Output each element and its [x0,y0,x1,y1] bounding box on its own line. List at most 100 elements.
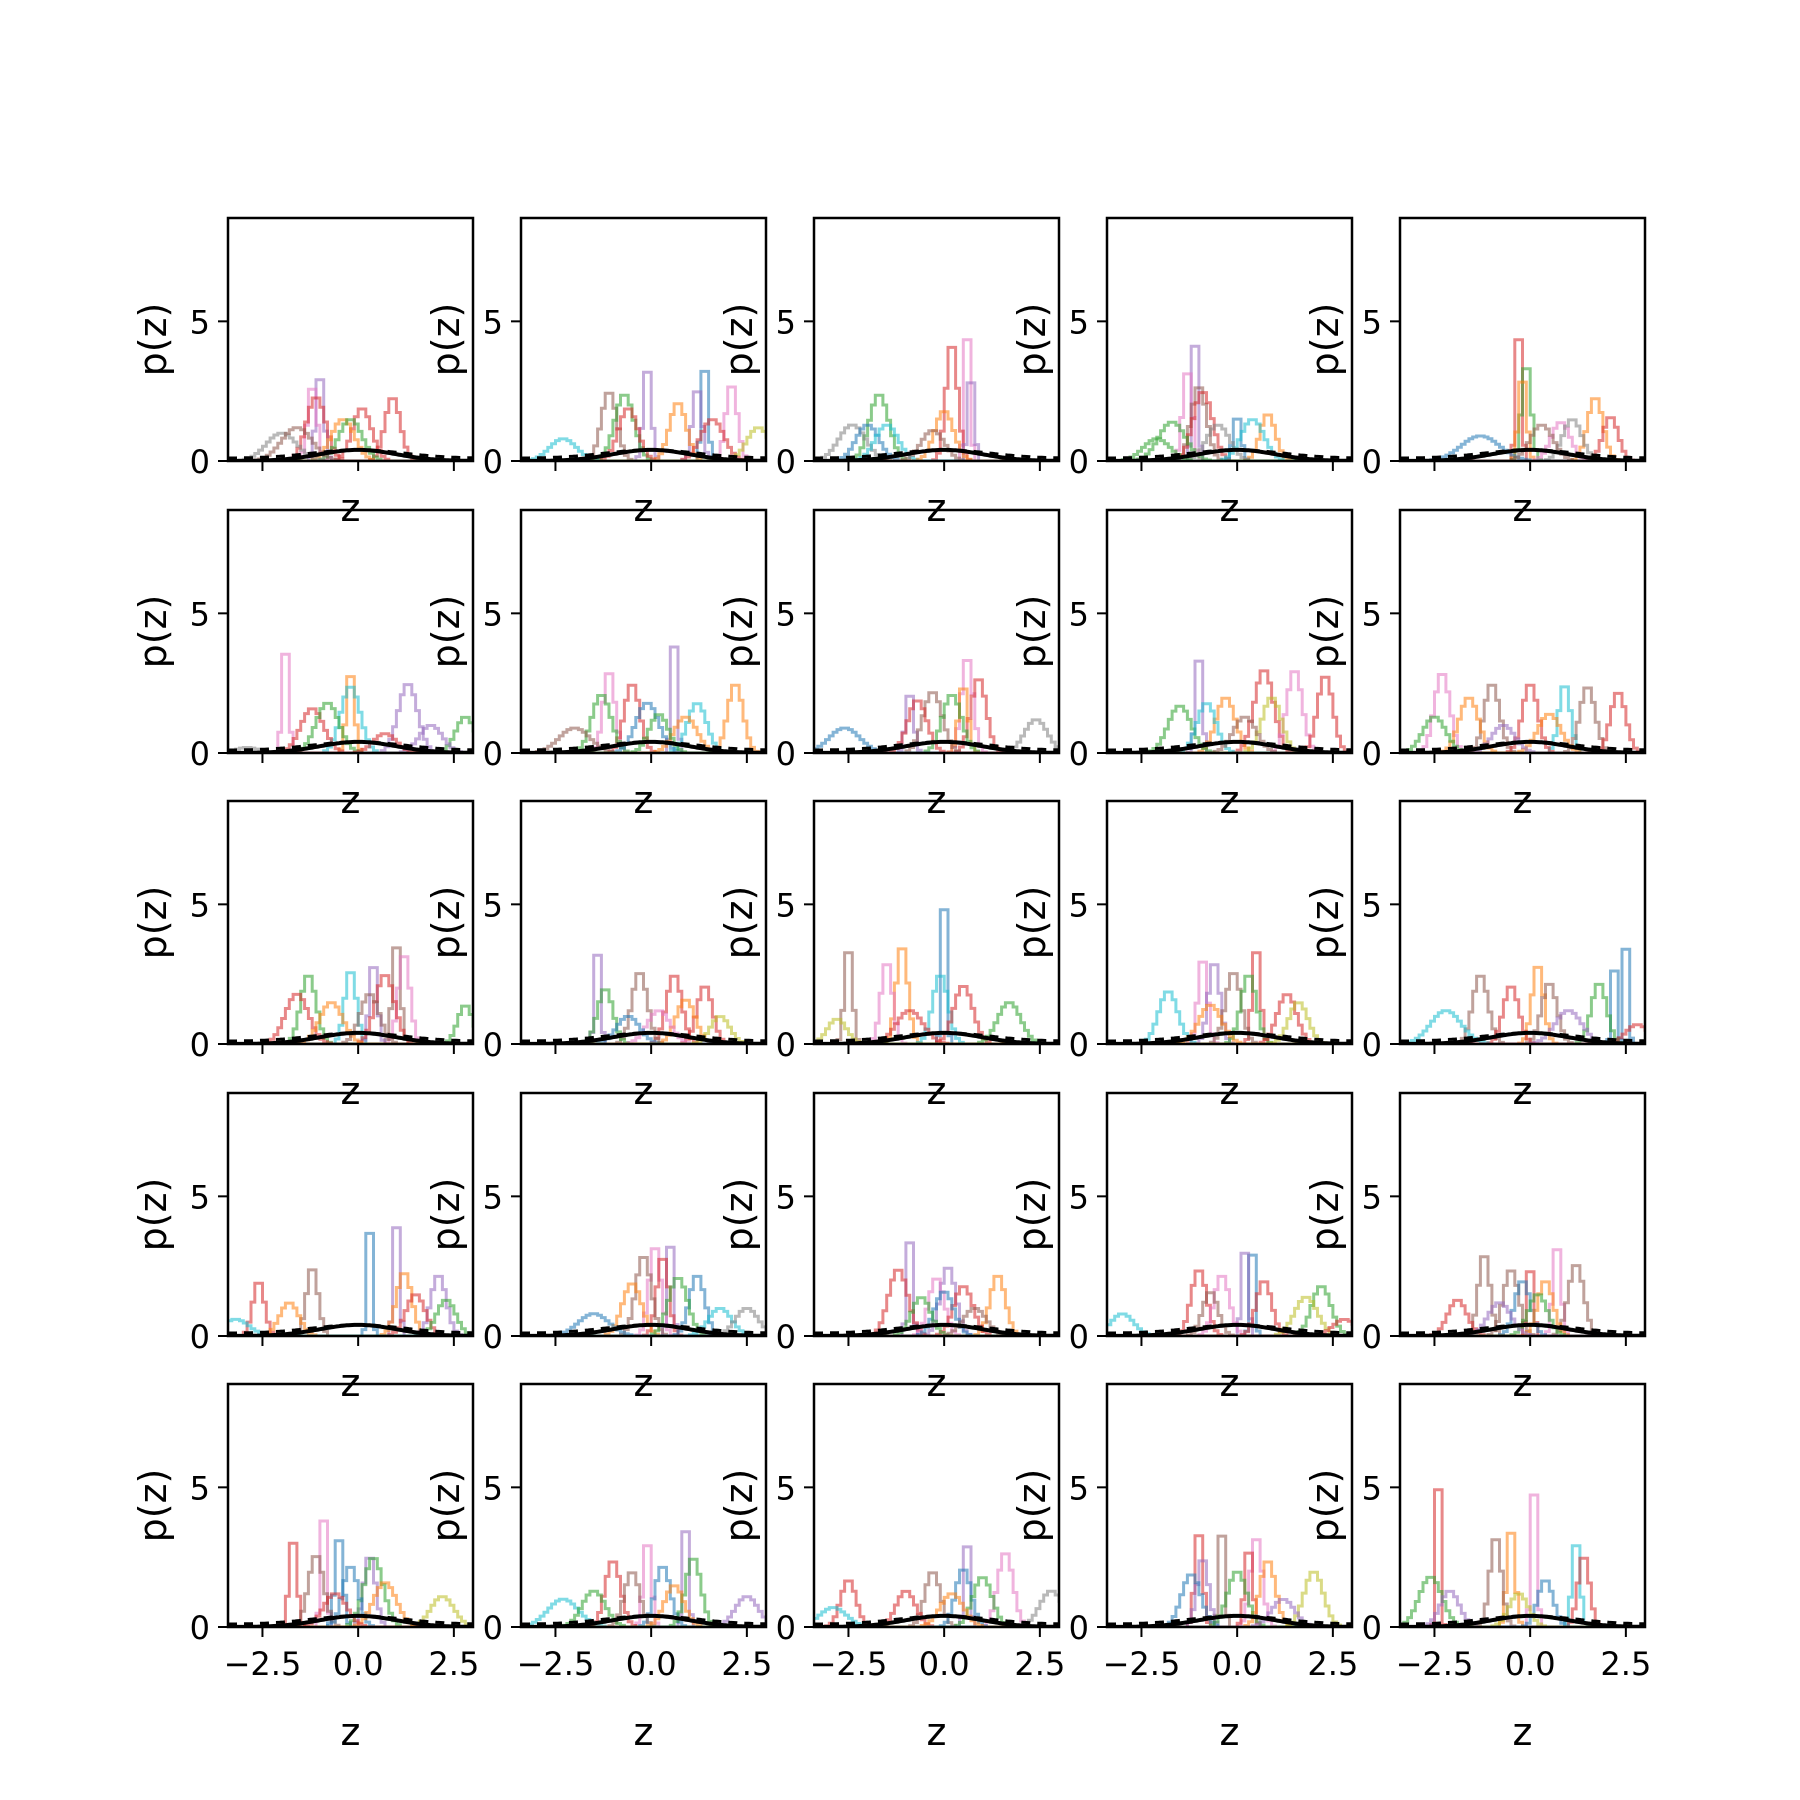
density-curve [521,426,766,461]
density-curve [521,1544,766,1627]
density-curve [1107,1318,1352,1336]
density-curve [814,423,1059,461]
x-axis-label: z [927,1710,947,1754]
density-curve [521,702,766,753]
y-axis-label: p(z) [717,1178,761,1252]
plot-area [1400,947,1645,1044]
x-tick-label: 2.5 [1600,1645,1651,1683]
axes-frame [1398,508,1647,755]
density-curve [228,685,473,753]
aggregate-dashed-curve [228,740,473,752]
density-curve [1400,397,1645,461]
axes-frame [812,216,1061,463]
density-curve [1107,1295,1352,1336]
density-curve [521,1307,766,1336]
axes-frame [226,799,475,1046]
aggregate-dashed-curve [521,1031,766,1043]
axes-frame [519,1091,768,1338]
density-curve [1107,417,1352,461]
y-tick-label: 5 [1362,886,1382,924]
density-curve [521,1560,766,1627]
subplot-1-4: 0 5 z p(z) [1010,216,1354,530]
y-tick-label: 5 [190,886,210,924]
subplot-1-5: 0 5 z p(z) [1303,216,1647,530]
y-tick-label: 5 [1362,595,1382,633]
density-curve [1107,437,1352,461]
subplot-3-1: 0 5 z p(z) [131,799,475,1113]
axes-frame [812,1382,1061,1629]
x-axis-label: z [1220,1710,1240,1754]
plot-area [521,953,766,1044]
aggregate-dashed-curve [1107,1031,1352,1043]
y-tick-label: 5 [776,595,796,633]
density-curve [1107,1291,1352,1336]
y-axis-label: p(z) [1303,1469,1347,1543]
density-curve [814,659,1059,753]
density-curve [228,1557,473,1627]
density-curve [521,1256,766,1336]
density-curve [1400,1493,1645,1627]
y-tick-label: 0 [483,1318,503,1356]
x-axis-label: z [634,486,654,530]
density-curve [1107,1274,1352,1336]
y-tick-label: 0 [483,443,503,481]
density-curve [228,1565,473,1627]
density-curve [1107,715,1352,753]
density-curve [814,1552,1059,1627]
density-curve [1400,1488,1645,1627]
y-tick-label: 0 [776,1609,796,1647]
density-curve [1400,1579,1645,1627]
density-curve [228,1274,473,1336]
x-tick-label: 0.0 [626,1645,677,1683]
density-curve [1400,965,1645,1044]
density-curve [228,746,473,753]
aggregate-dashed-curve [1107,740,1352,752]
aggregate-dashed-curve [1400,1323,1645,1335]
density-curve [228,1293,473,1336]
density-curve [228,1004,473,1044]
density-curve [1400,982,1645,1044]
y-tick-label: 0 [1362,443,1382,481]
density-curve [814,1241,1059,1336]
y-tick-label: 0 [1362,1026,1382,1064]
plot-area [814,659,1059,753]
density-curve [521,1247,766,1336]
y-tick-label: 5 [190,303,210,341]
y-tick-label: 0 [776,443,796,481]
density-curve [814,393,1059,461]
x-tick-label: −2.5 [810,1645,888,1683]
density-curve [814,1579,1059,1627]
plot-area [814,338,1059,461]
density-curve [1400,423,1645,461]
density-curve [1107,702,1352,753]
density-curve [1400,1270,1645,1336]
axes-frame [1105,1382,1354,1629]
y-tick-label: 5 [1069,1469,1089,1507]
plot-area [1400,1248,1645,1336]
plot-area [1107,1251,1352,1336]
aggregate-dashed-curve [228,448,473,460]
y-tick-label: 0 [483,735,503,773]
x-tick-label: 2.5 [721,1645,772,1683]
density-curve [228,1281,473,1336]
y-tick-label: 0 [1362,1318,1382,1356]
y-tick-label: 0 [1362,735,1382,773]
subplot-1-2: 0 5 z p(z) [424,216,768,530]
y-tick-label: 0 [483,1026,503,1064]
density-curve [1107,951,1352,1044]
y-axis-label: p(z) [1010,303,1054,377]
density-curve [1107,1573,1352,1627]
density-curve [1107,1560,1352,1627]
x-tick-label: 2.5 [428,1645,479,1683]
density-curve [1400,724,1645,753]
plot-area [521,1530,766,1627]
density-curve [1400,712,1645,753]
x-tick-label: −2.5 [1396,1645,1474,1683]
aggregate-dashed-curve [1400,448,1645,460]
